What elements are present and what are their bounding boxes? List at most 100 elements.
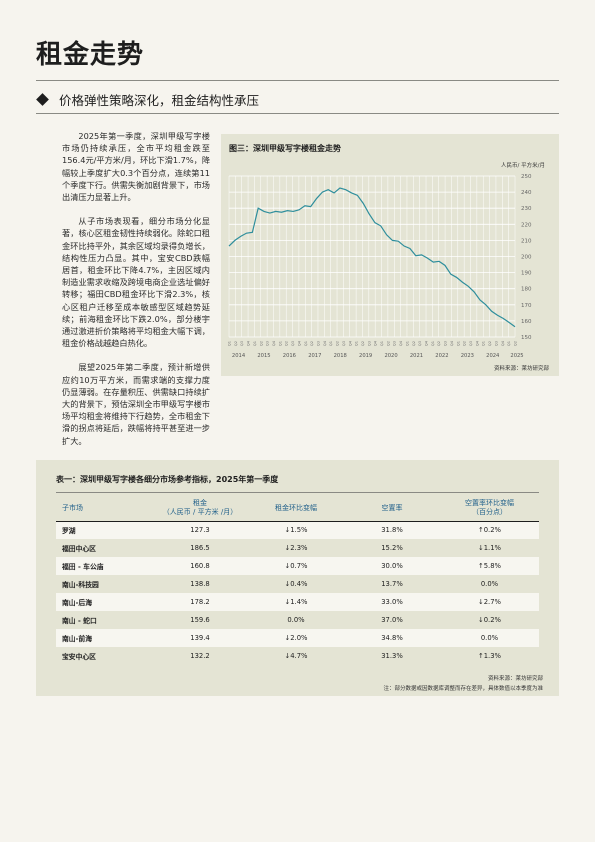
table-row: 罗湖 127.3 ↓1.5% 31.8% ↑0.2% — [56, 521, 539, 539]
quarter-tick-label: Q4 — [450, 340, 454, 346]
table-row: 宝安中心区 132.2 ↓4.7% 31.3% ↑1.3% — [56, 647, 539, 665]
quarter-tick-label: Q2 — [259, 341, 263, 346]
chart-unit-label: 人民币/ 平方米/月 — [501, 163, 545, 169]
cell-vacancy: 13.7% — [344, 575, 440, 593]
cell-rent-change: 0.0% — [248, 611, 344, 629]
header-vac-line2: （百分点） — [472, 508, 507, 517]
quarter-tick-label: Q3 — [342, 341, 346, 346]
table-title-divider — [56, 492, 539, 493]
cell-rent-change: ↓0.4% — [248, 575, 344, 593]
body-text: 2025年第一季度，深圳甲级写字楼市场仍持续承压，全市平均租金跌至156.4元/… — [62, 130, 210, 459]
year-tick-label: 2014 — [232, 353, 246, 359]
body-paragraph: 从子市场表现看，细分市场分化显著，核心区租金韧性持续弱化。除蛇口租金环比持平外，… — [62, 216, 210, 349]
cell-vacancy: 15.2% — [344, 539, 440, 557]
quarter-tick-label: Q3 — [266, 341, 270, 346]
table-note: 注：部分数据或因数据库调整而存在差异，具体数值以本季度为准 — [383, 686, 543, 692]
table-header-row: 子市场 租金 （人民币 / 平方米 /月） 租金环比变幅 空置率 空置率环比变幅… — [56, 496, 539, 522]
quarter-tick-label: Q3 — [393, 341, 397, 346]
quarter-tick-label: Q4 — [374, 340, 378, 346]
quarter-tick-label: Q4 — [475, 340, 479, 346]
body-paragraph: 展望2025年第二季度，预计新增供应约10万平方米，而需求端的支撑力度仍显薄弱。… — [62, 362, 210, 446]
year-tick-label: 2016 — [283, 353, 296, 359]
quarter-tick-label: Q3 — [469, 341, 473, 346]
year-tick-label: 2018 — [334, 353, 347, 359]
section-subtitle: 价格弹性策略深化，租金结构性承压 — [36, 90, 259, 109]
table-row: 南山 - 蛇口 159.6 0.0% 37.0% ↓0.2% — [56, 611, 539, 629]
quarter-tick-label: Q4 — [323, 340, 327, 346]
cell-submarket: 罗湖 — [56, 521, 152, 539]
cell-rent: 138.8 — [152, 575, 248, 593]
year-tick-label: 2020 — [384, 353, 397, 359]
cell-vacancy-change: ↑5.8% — [440, 557, 539, 575]
cell-submarket: 南山-后海 — [56, 593, 152, 611]
cell-vacancy: 37.0% — [344, 611, 440, 629]
subtitle-text: 价格弹性策略深化，租金结构性承压 — [59, 93, 260, 108]
cell-vacancy-change: ↓2.7% — [440, 593, 539, 611]
rent-trend-chart: 150 160 170 180 190 200 210 220 230 240 250 Q1 Q2 Q3 Q… — [221, 134, 559, 376]
y-tick-label: 220 — [521, 222, 532, 228]
cell-rent: 186.5 — [152, 539, 248, 557]
table-row: 南山-科技园 138.8 ↓0.4% 13.7% 0.0% — [56, 575, 539, 593]
cell-rent-change: ↓1.5% — [248, 521, 344, 539]
cell-rent: 160.8 — [152, 557, 248, 575]
quarter-tick-label: Q1 — [456, 341, 460, 346]
y-tick-label: 160 — [521, 319, 532, 325]
cell-vacancy: 33.0% — [344, 593, 440, 611]
rent-series-line — [228, 187, 516, 328]
quarter-tick-label: Q3 — [291, 341, 295, 346]
year-tick-label: 2021 — [410, 353, 423, 359]
cell-vacancy-change: ↑1.3% — [440, 647, 539, 665]
cell-vacancy-change: ↑0.2% — [440, 521, 539, 539]
quarter-tick-label: Q1 — [507, 341, 511, 346]
quarter-tick-label: Q4 — [348, 340, 352, 346]
year-tick-label: 2023 — [461, 353, 474, 359]
cell-rent-change: ↓4.7% — [248, 647, 344, 665]
y-tick-label: 230 — [521, 206, 532, 212]
cell-vacancy-change: ↓1.1% — [440, 539, 539, 557]
quarter-tick-label: Q2 — [437, 341, 441, 346]
cell-rent: 132.2 — [152, 647, 248, 665]
header-rent-line1: 租金 — [193, 499, 207, 508]
cell-submarket: 福田 - 车公庙 — [56, 557, 152, 575]
year-tick-label: 2022 — [435, 353, 448, 359]
table-row: 福田 - 车公庙 160.8 ↓0.7% 30.0% ↑5.8% — [56, 557, 539, 575]
cell-vacancy: 34.8% — [344, 629, 440, 647]
cell-vacancy-change: 0.0% — [440, 575, 539, 593]
quarter-tick-label: Q2 — [336, 341, 340, 346]
y-tick-label: 200 — [521, 255, 532, 261]
header-rent: 租金 （人民币 / 平方米 /月） — [152, 496, 248, 522]
title-divider — [36, 80, 559, 81]
quarter-tick-label: Q1 — [278, 341, 282, 346]
quarter-tick-label: Q3 — [444, 341, 448, 346]
header-rent-line2: （人民币 / 平方米 /月） — [162, 508, 238, 517]
cell-rent-change: ↓1.4% — [248, 593, 344, 611]
diamond-bullet-icon — [36, 93, 49, 106]
year-tick-label: 2015 — [257, 353, 270, 359]
table-row: 南山-前海 139.4 ↓2.0% 34.8% 0.0% — [56, 629, 539, 647]
year-tick-label: 2019 — [359, 353, 372, 359]
y-tick-label: 150 — [521, 335, 532, 341]
quarter-tick-label: Q4 — [501, 340, 505, 346]
cell-rent: 127.3 — [152, 521, 248, 539]
cell-vacancy: 31.3% — [344, 647, 440, 665]
year-tick-label: 2025 — [510, 353, 523, 359]
quarter-tick-label: Q3 — [240, 341, 244, 346]
quarter-tick-label: Q2 — [386, 341, 390, 346]
quarter-tick-label: Q4 — [399, 340, 403, 346]
subtitle-divider — [36, 113, 559, 114]
cell-submarket: 宝安中心区 — [56, 647, 152, 665]
quarter-tick-label: Q1 — [380, 341, 384, 346]
cell-vacancy: 30.0% — [344, 557, 440, 575]
cell-submarket: 南山-科技园 — [56, 575, 152, 593]
header-rent-change: 租金环比变幅 — [248, 496, 344, 522]
cell-rent: 139.4 — [152, 629, 248, 647]
y-tick-label: 250 — [521, 174, 532, 180]
table-row: 福田中心区 186.5 ↓2.3% 15.2% ↓1.1% — [56, 539, 539, 557]
quarter-tick-label: Q4 — [297, 340, 301, 346]
quarter-tick-label: Q2 — [361, 341, 365, 346]
y-tick-label: 210 — [521, 238, 532, 244]
header-vacancy-change: 空置率环比变幅 （百分点） — [440, 496, 539, 522]
cell-rent: 159.6 — [152, 611, 248, 629]
quarter-tick-label: Q2 — [463, 341, 467, 346]
